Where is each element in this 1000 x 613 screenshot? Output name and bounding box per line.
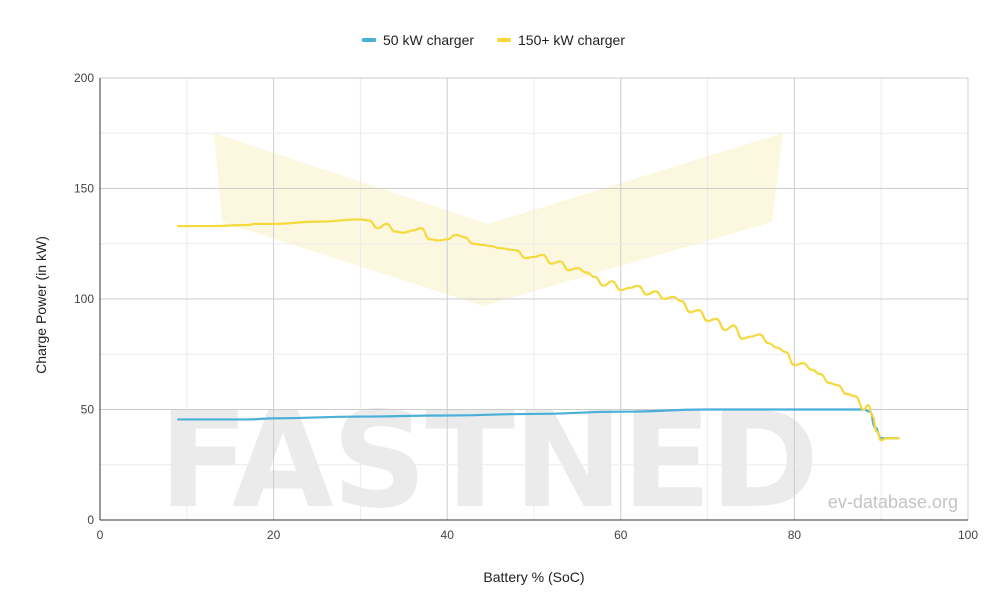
legend-swatch-150kw	[497, 38, 511, 42]
x-axis-title: Battery % (SoC)	[483, 569, 584, 585]
y-tick-label: 0	[87, 513, 94, 527]
y-tick-label: 200	[74, 71, 94, 85]
y-axis-title: Charge Power (in kW)	[33, 236, 49, 374]
legend-swatch-50kw	[362, 38, 376, 42]
series-layer	[177, 218, 900, 442]
x-tick-label: 0	[97, 528, 104, 542]
watermark-chevron-shape	[214, 133, 783, 306]
source-credit: ev-database.org	[828, 492, 958, 512]
legend-label-150kw: 150+ kW charger	[518, 32, 625, 48]
x-tick-label: 60	[614, 528, 628, 542]
x-tick-label: 40	[441, 528, 455, 542]
x-tick-label: 80	[788, 528, 802, 542]
x-tick-label: 20	[267, 528, 281, 542]
grid	[100, 77, 969, 520]
watermark-layer: FASTNED	[159, 133, 819, 538]
series-line-150kw	[177, 218, 900, 442]
y-tick-label: 100	[74, 292, 94, 306]
y-tick-label: 150	[74, 182, 94, 196]
tick-labels: 0 20 40 60 80 100 0 50 100 150 200	[74, 71, 978, 542]
y-tick-label: 50	[81, 403, 95, 417]
x-tick-label: 100	[958, 528, 978, 542]
legend-label-50kw: 50 kW charger	[383, 32, 474, 48]
watermark-logo-text: FASTNED	[159, 384, 818, 538]
axes	[99, 78, 968, 521]
legend: 50 kW charger 150+ kW charger	[362, 32, 625, 48]
